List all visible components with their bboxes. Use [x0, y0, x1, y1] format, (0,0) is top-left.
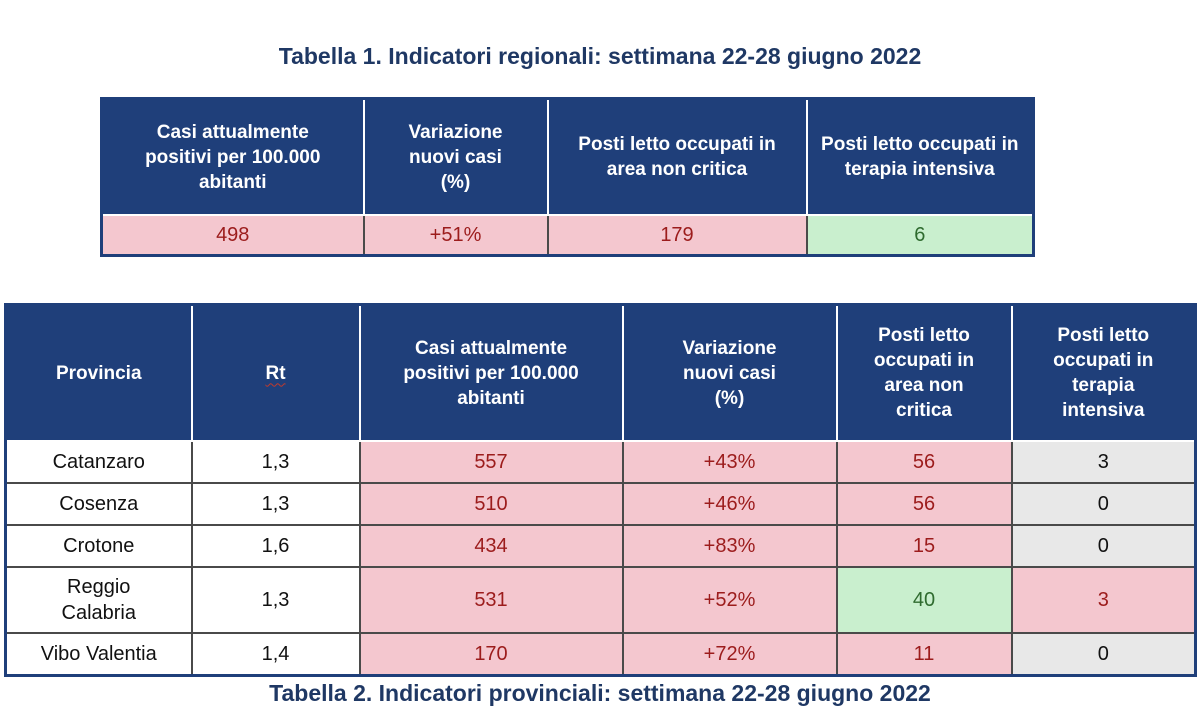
header-posti-non-critica: Posti letto occupati in area non critica: [835, 303, 1013, 442]
header-provincia: Provincia: [4, 303, 193, 442]
value-posti-intensiva: 6: [805, 214, 1035, 257]
cell-variazione: +46%: [621, 482, 838, 526]
table2-header-row: Provincia Rt Casi attualmente positivi p…: [4, 303, 1197, 442]
regional-indicators-table: Casi attualmente positivi per 100.000 ab…: [100, 97, 1035, 257]
cell-casi: 510: [358, 482, 624, 526]
cell-provincia: Reggio Calabria: [4, 566, 193, 634]
cell-casi: 170: [358, 632, 624, 677]
cell-rt: 1,3: [190, 440, 361, 484]
cell-intensiva: 0: [1010, 482, 1197, 526]
cell-rt: 1,6: [190, 524, 361, 568]
cell-intensiva: 0: [1010, 524, 1197, 568]
table2-caption: Tabella 2. Indicatori provinciali: setti…: [269, 680, 931, 706]
header-variazione: Variazione nuovi casi (%): [362, 97, 549, 216]
value-posti-non-critica: 179: [546, 214, 808, 257]
header-posti-intensiva: Posti letto occupati in terapia intensiv…: [805, 97, 1035, 216]
cell-non-critica: 40: [835, 566, 1013, 634]
cell-provincia: Cosenza: [4, 482, 193, 526]
cell-variazione: +43%: [621, 440, 838, 484]
header-casi-positivi: Casi attualmente positivi per 100.000 ab…: [100, 97, 365, 216]
cell-rt: 1,4: [190, 632, 361, 677]
table-row: Crotone 1,6 434 +83% 15 0: [4, 524, 1197, 568]
provincial-indicators-table: Provincia Rt Casi attualmente positivi p…: [4, 303, 1197, 677]
header-casi-positivi: Casi attualmente positivi per 100.000 ab…: [358, 303, 624, 442]
cell-variazione: +72%: [621, 632, 838, 677]
table-row: Cosenza 1,3 510 +46% 56 0: [4, 482, 1197, 526]
cell-rt: 1,3: [190, 482, 361, 526]
cell-casi: 434: [358, 524, 624, 568]
table-row: Catanzaro 1,3 557 +43% 56 3: [4, 440, 1197, 484]
cell-intensiva: 3: [1010, 566, 1197, 634]
cell-intensiva: 0: [1010, 632, 1197, 677]
cell-intensiva: 3: [1010, 440, 1197, 484]
cell-provincia: Vibo Valentia: [4, 632, 193, 677]
cell-provincia: Catanzaro: [4, 440, 193, 484]
cell-provincia: Crotone: [4, 524, 193, 568]
header-variazione: Variazione nuovi casi (%): [621, 303, 838, 442]
header-posti-intensiva: Posti letto occupati in terapia intensiv…: [1010, 303, 1197, 442]
cell-variazione: +52%: [621, 566, 838, 634]
cell-non-critica: 56: [835, 482, 1013, 526]
table-row: Vibo Valentia 1,4 170 +72% 11 0: [4, 632, 1197, 677]
header-rt-label: Rt: [265, 362, 286, 384]
table1-caption: Tabella 1. Indicatori regionali: settima…: [278, 43, 922, 69]
cell-non-critica: 15: [835, 524, 1013, 568]
value-casi-positivi: 498: [100, 214, 365, 257]
cell-variazione: +83%: [621, 524, 838, 568]
cell-casi: 531: [358, 566, 624, 634]
table-row: Reggio Calabria 1,3 531 +52% 40 3: [4, 566, 1197, 634]
cell-non-critica: 56: [835, 440, 1013, 484]
header-rt: Rt: [190, 303, 361, 442]
cell-non-critica: 11: [835, 632, 1013, 677]
table1-value-row: 498 +51% 179 6: [100, 214, 1035, 257]
value-variazione: +51%: [362, 214, 549, 257]
table1-header-row: Casi attualmente positivi per 100.000 ab…: [100, 97, 1035, 216]
header-posti-non-critica: Posti letto occupati in area non critica: [546, 97, 808, 216]
cell-casi: 557: [358, 440, 624, 484]
cell-rt: 1,3: [190, 566, 361, 634]
